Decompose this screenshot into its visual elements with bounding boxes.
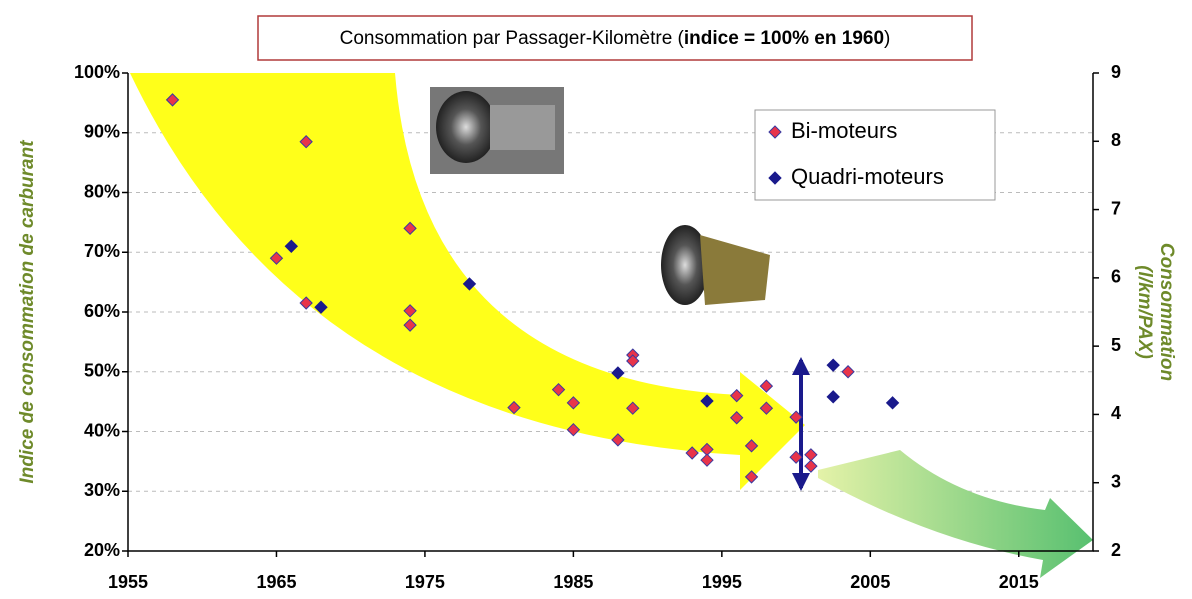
x-tick-label: 1955 (108, 572, 148, 592)
data-point (685, 446, 699, 460)
data-point (611, 433, 625, 447)
y-tick-label: 20% (84, 540, 120, 560)
data-point (841, 365, 855, 379)
data-point (885, 396, 900, 410)
data-point (299, 296, 313, 310)
data-point (789, 410, 803, 424)
data-point (744, 439, 759, 453)
y2-tick-label: 7 (1111, 198, 1121, 218)
data-point (299, 135, 313, 149)
marks (165, 93, 900, 484)
y-tick-label: 40% (84, 420, 120, 440)
y-tick-label: 60% (84, 301, 120, 321)
data-point (744, 470, 759, 484)
title-box (257, 15, 973, 61)
y-tick-label: 100% (74, 62, 120, 82)
axis-frame (127, 73, 1094, 552)
data-point (826, 390, 840, 404)
x-tick-label: 2005 (850, 572, 890, 592)
y2-tick-label: 8 (1111, 130, 1121, 150)
data-point (403, 304, 417, 318)
data-point (729, 411, 744, 425)
data-point (626, 401, 640, 415)
x-tick-label: 1975 (405, 572, 445, 592)
x-tick-label: 1995 (702, 572, 742, 592)
data-point (284, 239, 299, 253)
y-tick-label: 30% (84, 480, 120, 500)
y2-tick-label: 2 (1111, 540, 1121, 560)
chart-title: Consommation par Passager-Kilomètre (ind… (340, 28, 891, 49)
engine-fan (661, 225, 709, 305)
title-part: indice = 100% en 1960 (684, 28, 884, 49)
data-point (551, 382, 566, 397)
axes: 20% 30% 40% 50% 60% 70% 80% 90% 100% 2 3 4 5 6 7 8 9 1955… (74, 62, 1121, 592)
data-point (700, 394, 714, 408)
data-point (759, 401, 774, 415)
x-tick-label: 1985 (553, 572, 593, 592)
legend-marker (768, 171, 782, 185)
y2-tick-label: 3 (1111, 471, 1121, 491)
y2-axis-label: Consommation (1156, 243, 1177, 381)
legend-marker (768, 125, 782, 139)
y2-tick-label: 9 (1111, 62, 1121, 82)
y2-tick-label: 5 (1111, 335, 1121, 355)
y2-tick-label: 6 (1111, 267, 1121, 287)
x-tick-label: 1965 (256, 572, 296, 592)
data-point (789, 450, 803, 464)
y-axis-label: Indice de consommation de carburant (17, 140, 38, 484)
y-tick-label: 50% (84, 361, 120, 381)
data-point (269, 251, 284, 265)
y-tick-label: 90% (84, 122, 120, 142)
x-tick-label: 2015 (999, 572, 1039, 592)
data-point (314, 300, 328, 314)
data-point (403, 221, 417, 236)
y2-axis-label: (l/km/PAX) (1134, 265, 1155, 359)
data-point (804, 459, 818, 473)
data-point (804, 448, 818, 462)
data-point (611, 366, 625, 380)
y-tick-label: 70% (84, 241, 120, 261)
legend: Bi-moteurs Quadri-moteurs (754, 109, 996, 201)
engine-fan (436, 91, 496, 163)
data-point (700, 453, 714, 467)
data-point (729, 388, 744, 403)
data-point (507, 400, 521, 415)
data-point (759, 379, 774, 393)
data-point (826, 358, 840, 372)
legend-label: Quadri-moteurs (791, 164, 944, 189)
data-point (566, 396, 581, 410)
legend-box (754, 109, 996, 201)
green-arrow (818, 450, 1093, 578)
data-point (626, 354, 640, 368)
engine-body (700, 235, 770, 305)
legend-label: Bi-moteurs (791, 118, 897, 143)
y2-tick-label: 4 (1111, 403, 1121, 423)
data-point (462, 277, 477, 291)
data-point (403, 318, 417, 332)
data-point (566, 423, 581, 437)
engine-body (490, 105, 555, 150)
title-part: ) (884, 28, 890, 49)
y-tick-label: 80% (84, 181, 120, 201)
data-point (165, 93, 180, 107)
title-part: Consommation par Passager-Kilomètre ( (340, 28, 685, 49)
